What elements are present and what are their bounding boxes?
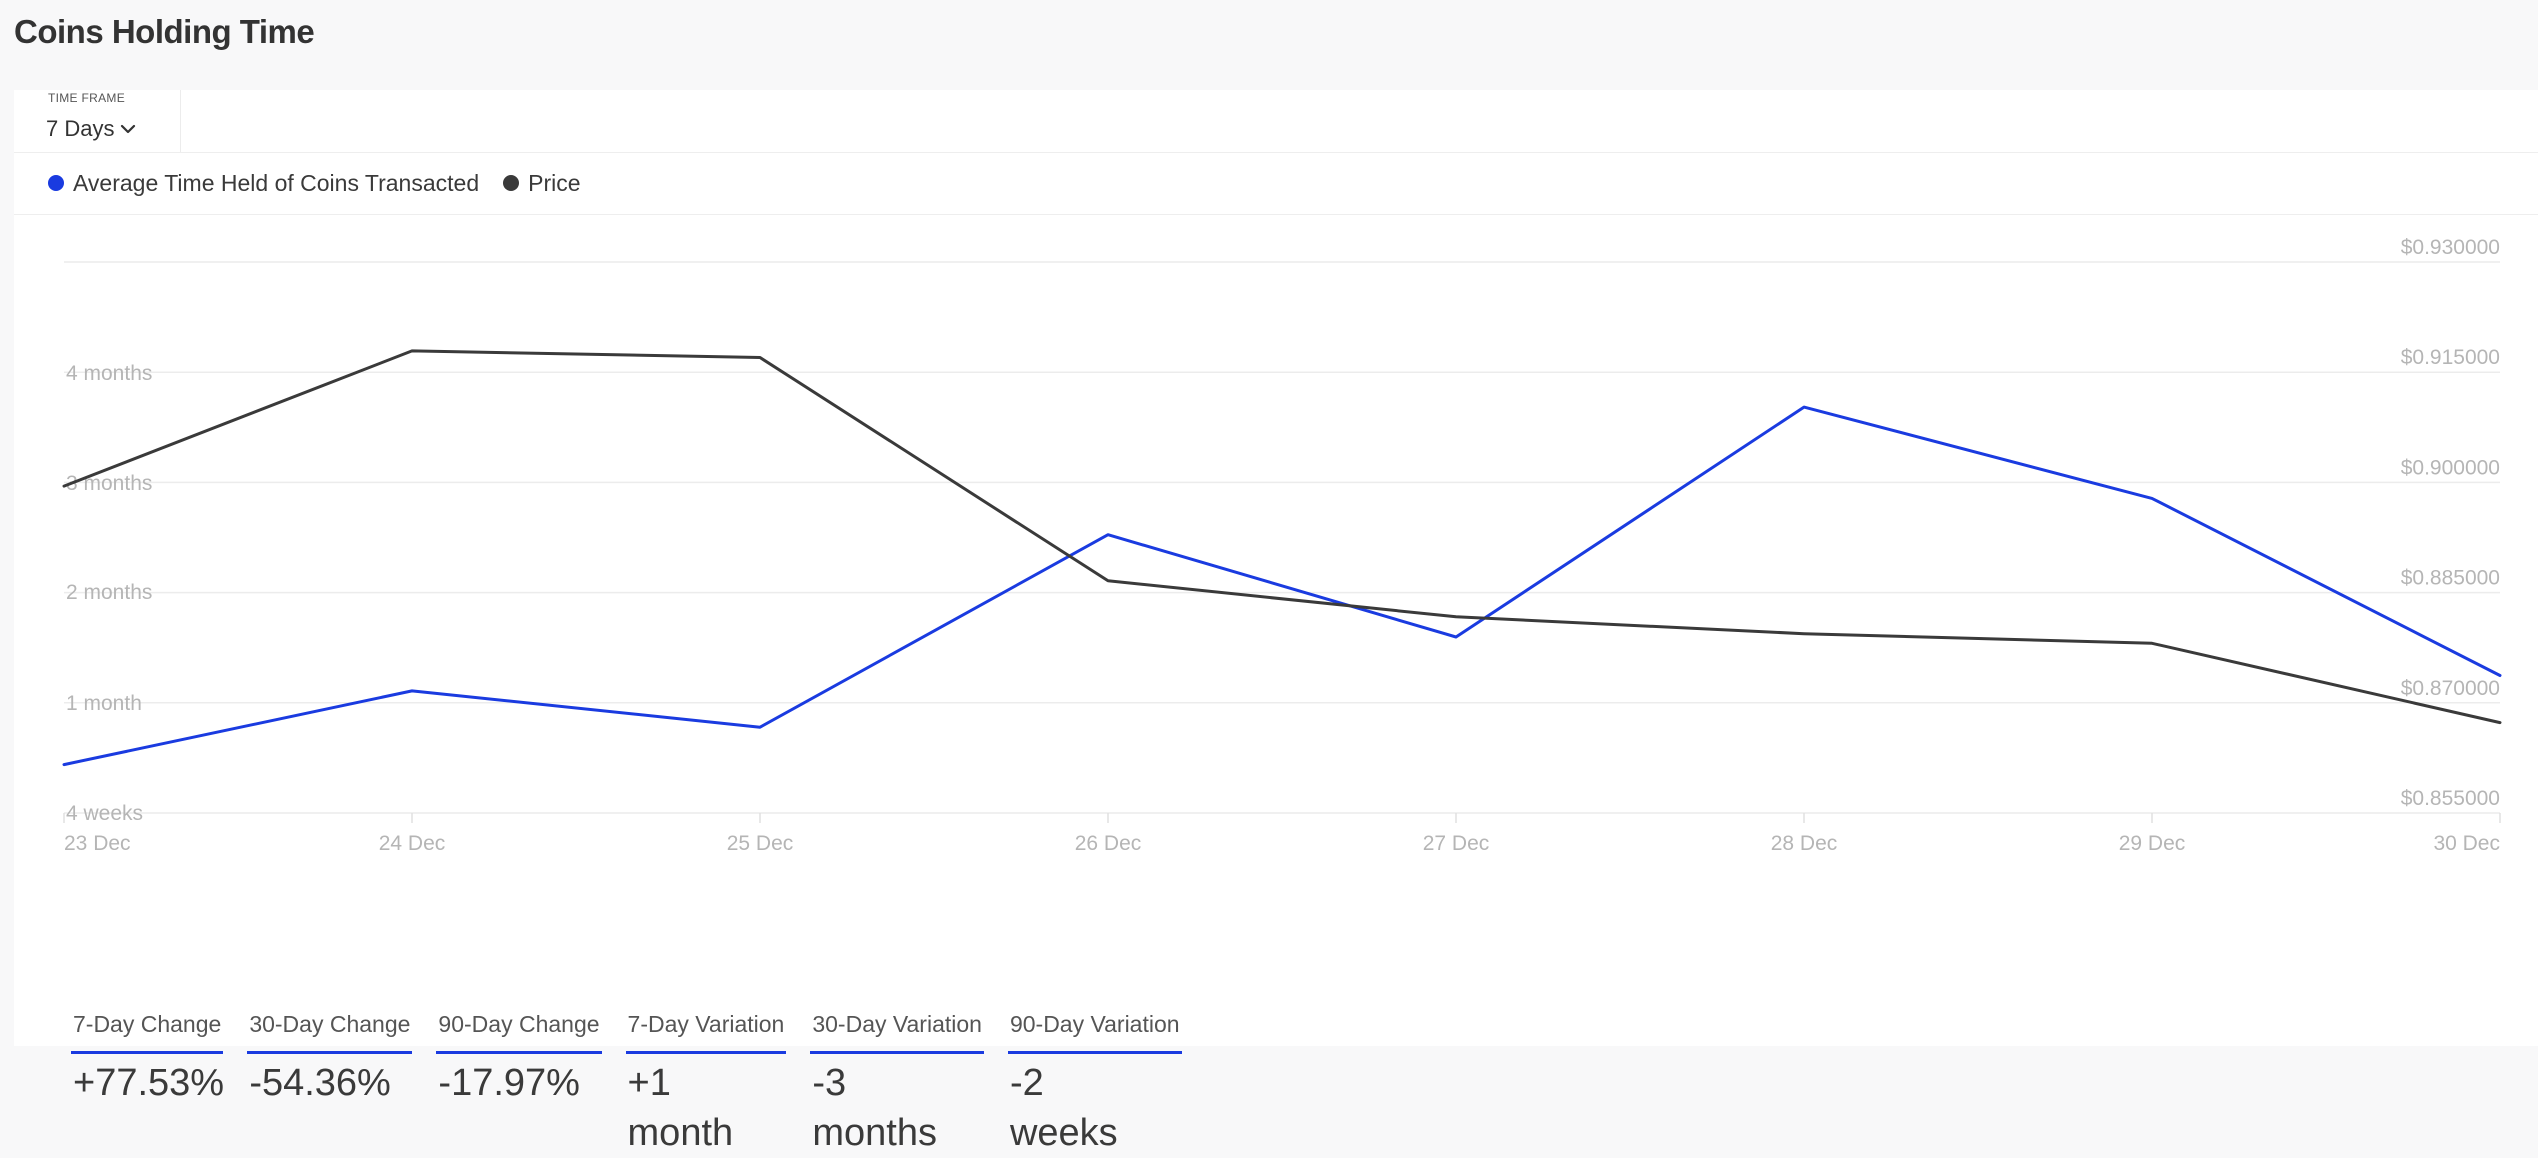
series-line-price	[62, 349, 2502, 725]
stat-value: -17.97%	[438, 1062, 580, 1104]
divider	[14, 214, 2538, 215]
x-axis-tick-label: 27 Dec	[1423, 832, 1490, 855]
stat-value: -2 weeks	[1009, 1062, 1118, 1154]
stat-tab[interactable]: 30-Day Variation	[810, 1008, 984, 1054]
x-axis-tick-label: 24 Dec	[379, 832, 446, 855]
legend-item-average-time-held[interactable]: Average Time Held of Coins Transacted	[48, 170, 479, 197]
right-axis-tick-label: $0.885000	[2401, 567, 2500, 590]
left-axis-tick-label: 3 months	[66, 472, 152, 495]
page-header: Coins Holding Time	[0, 0, 2538, 90]
right-axis-tick-label: $0.930000	[2401, 236, 2500, 259]
right-axis-tick-label: $0.915000	[2401, 346, 2500, 369]
x-axis-tick-label: 29 Dec	[2119, 832, 2186, 855]
x-axis-tick-label: 30 Dec	[2433, 832, 2500, 855]
line-chart: $0.855000 $0.870000 $0.885000 $0.900000 $0.9…	[62, 236, 2502, 855]
stat-tabs: 7-Day Change 30-Day Change 90-Day Change 7-…	[71, 1008, 1182, 1054]
stat-tab[interactable]: 90-Day Change	[436, 1008, 602, 1054]
legend-label: Price	[528, 169, 581, 196]
right-axis-tick-label: $0.900000	[2401, 456, 2500, 479]
left-axis-tick-label: 2 months	[66, 581, 152, 604]
left-axis-tick-label: 1 month	[66, 692, 142, 715]
stat-value: +1 month	[627, 1062, 734, 1154]
timeframe-label: TIME FRAME	[48, 91, 125, 105]
x-axis-tick-label: 23 Dec	[64, 832, 131, 855]
chart-card: TIME FRAME 7 Days Average Time Held of C…	[14, 90, 2538, 1154]
legend-item-price[interactable]: Price	[503, 169, 581, 197]
timeframe-dropdown[interactable]: 7 Days	[46, 114, 136, 144]
chevron-down-icon	[121, 124, 136, 134]
series-line-average-time-held	[62, 405, 2502, 767]
divider	[14, 152, 2538, 153]
stat-tab[interactable]: 7-Day Change	[71, 1008, 224, 1054]
legend-label: Average Time Held of Coins Transacted	[73, 169, 480, 196]
legend-marker	[503, 175, 520, 191]
x-axis-tick-label: 26 Dec	[1075, 832, 1142, 855]
left-axis-tick-label: 4 weeks	[66, 802, 143, 825]
chart-legend: Average Time Held of Coins Transacted Pr…	[48, 168, 581, 198]
stat-tab[interactable]: 90-Day Variation	[1007, 1008, 1182, 1054]
stat-tab[interactable]: 7-Day Variation	[625, 1008, 787, 1054]
right-axis-tick-label: $0.870000	[2401, 677, 2500, 700]
timeframe-value: 7 Days	[46, 116, 115, 141]
x-axis-tick-label: 25 Dec	[727, 832, 794, 855]
stat-value: -54.36%	[249, 1062, 391, 1104]
right-axis-tick-label: $0.855000	[2401, 787, 2500, 810]
page-title: Coins Holding Time	[14, 13, 315, 50]
legend-marker	[48, 175, 64, 191]
stat-value: -3 months	[812, 1062, 937, 1154]
stat-value: +77.53%	[73, 1062, 225, 1104]
left-axis-tick-label: 4 months	[66, 362, 152, 385]
x-axis-tick-label: 28 Dec	[1771, 832, 1838, 855]
stat-tab[interactable]: 30-Day Change	[247, 1008, 413, 1054]
timeframe-selector[interactable]: TIME FRAME 7 Days	[14, 90, 181, 152]
